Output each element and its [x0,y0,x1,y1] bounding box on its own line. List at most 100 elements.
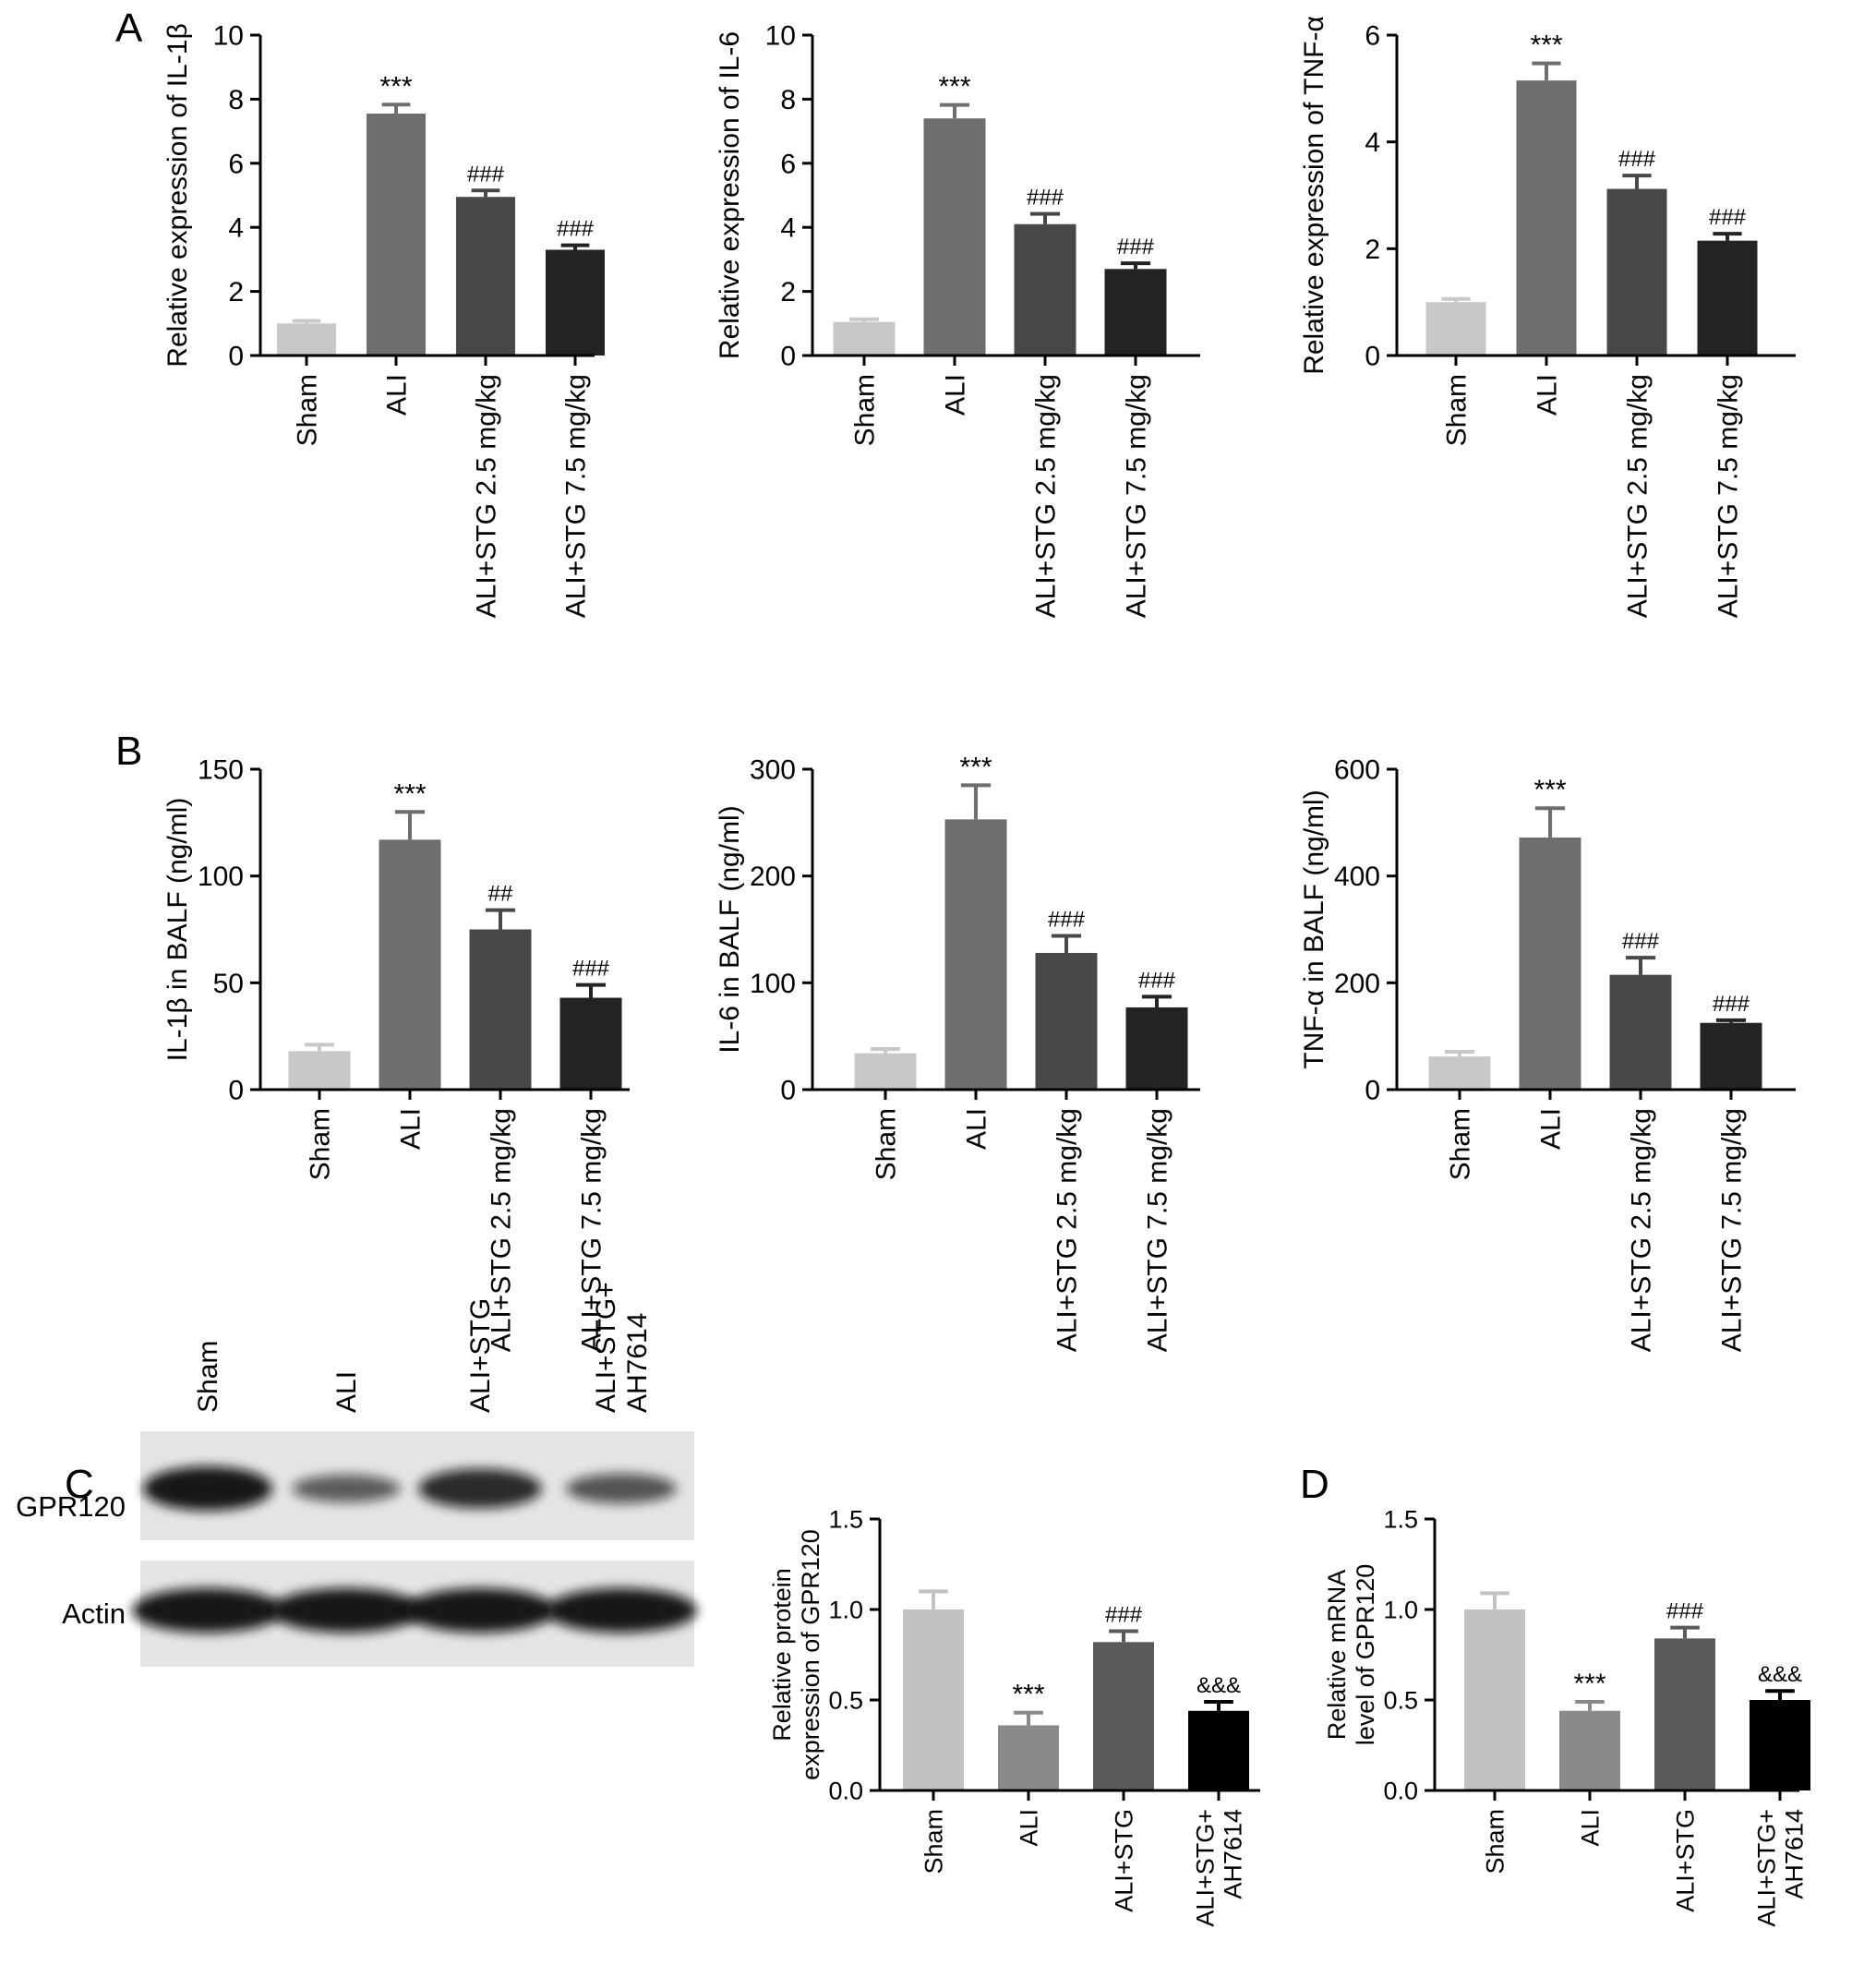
y-tick-label: 0 [228,1076,244,1106]
bar-ali [379,839,441,1090]
significance-label-ali-stg-2-5-mg-kg: ### [1027,186,1064,211]
significance-label-ali-stg-2-5-mg-kg: ### [467,162,505,187]
y-tick-label: 6 [228,149,244,179]
x-tick-label-sham: Sham [306,1108,336,1180]
bar-ali-stg [1654,1638,1715,1790]
y-tick-label: 0.5 [1383,1686,1418,1714]
x-tick-label-sham: Sham [1446,1108,1476,1180]
bar-sham [288,1051,351,1090]
y-tick-label: 10 [213,21,244,52]
x-tick-label-ali-stg-2-5-mg-kg: ALI+STG 2.5 mg/kg [1627,1108,1657,1352]
significance-label-ali-stg-7-5-mg-kg: ### [1138,968,1176,993]
bar-ali-stg-2-5-mg-kg [1014,223,1076,356]
bar-ali-stg-2-5-mg-kg [1609,974,1672,1090]
x-tick-label-ali-stg-2-5-mg-kg: ALI+STG 2.5 mg/kg [487,1108,517,1352]
gpr120-band-sham [143,1466,272,1511]
x-tick-label-sham: Sham [1481,1809,1509,1875]
y-axis-label: Relative expression of IL-6 [715,31,745,359]
bar-sham [1428,1056,1491,1090]
significance-label-ali-stg-7-5-mg-kg: ### [1117,235,1155,259]
bar-sham [277,323,336,356]
actin-band-ali-stg [404,1588,556,1633]
significance-label-ali-stg-2-5-mg-kg: ### [1622,929,1660,954]
y-tick-label: 1.0 [828,1596,863,1623]
y-tick-label: 300 [750,755,796,786]
significance-label-ali-stg-7-5-mg-kg: ### [1709,205,1747,230]
y-axis-label: TNF-α in BALF (ng/ml) [1299,790,1329,1068]
x-tick-label-ali: ALI [962,1108,992,1150]
bar-sham [854,1053,917,1090]
x-tick-label-ali: ALI [382,374,413,416]
significance-label-ali-stg-2-5-mg-kg: ## [488,882,513,907]
bar-ali [1519,838,1581,1090]
y-tick-label: 4 [780,213,796,244]
x-tick-label-ali-stg-2-5-mg-kg: ALI+STG 2.5 mg/kg [1052,1108,1083,1352]
bar-ali-stg-7-5-mg-kg [1697,240,1758,356]
bar-ali [998,1725,1059,1790]
x-tick-label-sham: Sham [1442,374,1473,446]
x-tick-label-ali: ALI [1576,1809,1604,1847]
blot-lane-label-ali-stg: ALI+STG [465,1298,496,1413]
y-tick-label: 6 [1365,21,1380,52]
x-tick-label-ali: ALI [1533,374,1563,416]
bar-ali-stg-7-5-mg-kg [1700,1022,1762,1090]
x-tick-label-ali-stg-2-5-mg-kg: ALI+STG 2.5 mg/kg [1031,374,1062,618]
x-tick-label-ali-stg-7-5-mg-kg: ALI+STG 7.5 mg/kg [561,374,592,618]
bar-ali-stg-ah7614 [1750,1700,1810,1790]
y-tick-label: 1.5 [828,1505,863,1533]
y-axis-label: Relative expression of TNF-α [1299,16,1329,375]
significance-label-ali-stg: ### [1105,1603,1143,1628]
x-tick-label-ali-stg-7-5-mg-kg: ALI+STG 7.5 mg/kg [1714,374,1744,618]
y-axis-label: IL-6 in BALF (ng/ml) [715,805,745,1053]
x-tick-label-ali: ALI [1015,1809,1042,1847]
y-tick-label: 4 [228,213,244,244]
x-tick-label-ali-stg-2-5-mg-kg: ALI+STG 2.5 mg/kg [1623,374,1654,618]
panel-label-b: B [115,729,142,774]
y-tick-label: 100 [198,862,244,892]
bar-ali-stg-2-5-mg-kg [456,197,515,356]
x-tick-label-ali-stg-2-5-mg-kg: ALI+STG 2.5 mg/kg [472,374,502,618]
chart-c-gpr120-protein: *** ### &&& 0.0 0.5 1.0 1.5 Sham ALI ALI+STG ALI+S… [768,1505,1260,1927]
chart-a1-il1b-expression: *** ### ### 0 2 4 6 8 10 Sham ALI ALI+STG 2.5 mg/kg… [162,21,605,618]
significance-label-ali-stg-ah7614: &&& [1197,1673,1241,1698]
y-axis-label: Relative expression of IL-1β [162,23,193,367]
bar-ali-stg-7-5-mg-kg [1125,1007,1188,1090]
y-axis-label: Relative mRNAlevel of GPR120 [1323,1564,1379,1746]
y-tick-label: 1.5 [1383,1505,1418,1533]
significance-label-ali: *** [1530,30,1562,61]
y-tick-label: 0 [228,342,244,372]
y-tick-label: 200 [1334,969,1380,999]
y-tick-label: 0 [780,342,796,372]
y-tick-label: 6 [780,149,796,179]
bar-ali-stg-2-5-mg-kg [1606,188,1667,356]
y-tick-label: 200 [750,862,796,892]
y-tick-label: 0.0 [828,1777,863,1804]
x-tick-label-ali-stg-7-5-mg-kg: ALI+STG 7.5 mg/kg [577,1108,607,1352]
bar-ali-stg-2-5-mg-kg [469,929,532,1090]
bar-ali [923,118,986,356]
x-tick-label-sham: Sham [872,1108,902,1180]
y-tick-label: 4 [1365,127,1380,158]
y-tick-label: 2 [780,277,796,307]
y-tick-label: 10 [765,21,796,52]
bar-ali [944,819,1007,1090]
actin-band-ali [271,1588,422,1633]
western-blot: GPR120 Actin Sham ALI ALI+STG ALI+STG+AH761… [16,1282,697,1667]
x-tick-label-ali-stg-7-5-mg-kg: ALI+STG 7.5 mg/kg [1122,374,1152,618]
blot-lane-label-ali: ALI [331,1371,362,1413]
y-tick-label: 8 [228,85,244,115]
x-tick-label-ali-stg: ALI+STG [1110,1809,1137,1912]
significance-label-ali: *** [959,752,992,782]
x-tick-label-sham: Sham [293,374,323,446]
y-axis-label: IL-1β in BALF (ng/ml) [162,798,193,1062]
blot-lane-label-ali-stg-ah7614: ALI+STG+AH7614 [591,1282,653,1413]
significance-label-ali: *** [379,71,412,102]
y-tick-label: 0 [780,1076,796,1106]
y-tick-label: 0.0 [1383,1777,1418,1804]
x-tick-label-ali-stg-7-5-mg-kg: ALI+STG 7.5 mg/kg [1717,1108,1748,1352]
chart-a3-tnfa-expression: *** ### ### 0 2 4 6 Sham ALI ALI+STG 2.5 mg/kg ALI… [1299,16,1796,618]
chart-b2-il6-balf: *** ### ### 0 100 200 300 Sham ALI ALI+STG 2.5 mg… [715,752,1200,1352]
y-axis-label: Relative proteinexpression of GPR120 [768,1529,824,1780]
